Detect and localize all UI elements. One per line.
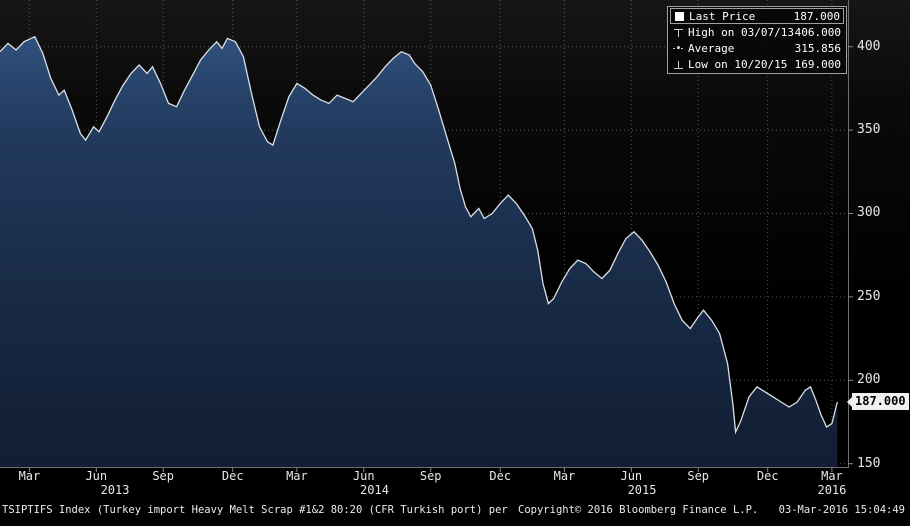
x-tick-label: Dec: [221, 469, 244, 483]
x-tick-label: Dec: [756, 469, 779, 483]
legend-value: 315.856: [794, 41, 841, 55]
year-label: 2014: [360, 483, 389, 497]
y-tick-label: 300: [857, 205, 881, 221]
y-tick-label: 150: [857, 455, 881, 471]
price-chart[interactable]: 150 200 250 300 350 400 187.000 Last Price 187…: [0, 0, 910, 472]
legend-row-last-price[interactable]: Last Price 187.000: [670, 8, 844, 24]
y-tick-label: 200: [857, 372, 881, 388]
legend-label: Average: [688, 41, 735, 55]
price-area-fill: [0, 36, 838, 467]
last-price-tag-value: 187.000: [855, 394, 906, 409]
x-tick-label: Jun: [620, 469, 643, 483]
price-line: [0, 35, 838, 435]
x-tick-label: Jun: [85, 469, 108, 483]
legend-value: 187.000: [793, 9, 840, 23]
x-axis: Mar Jun Sep Dec Mar Jun Sep Dec Mar Jun Sep Dec Mar: [0, 468, 910, 483]
x-tick-label: Sep: [152, 469, 175, 483]
chart-canvas: [0, 0, 853, 472]
y-axis: 150 200 250 300 350 400: [848, 0, 910, 471]
footer-right: Copyright© 2016 Bloomberg Finance L.P. 0…: [518, 504, 905, 516]
year-label: 2016: [817, 483, 847, 497]
legend-row-average[interactable]: Average 315.856: [670, 40, 844, 56]
high-tick-icon: [673, 27, 684, 38]
legend-label: High on 03/07/13: [688, 25, 794, 39]
x-tick-label: Mar: [553, 469, 576, 483]
legend-box: Last Price 187.000 High on 03/07/13 406.000…: [667, 6, 847, 74]
x-axis-years: 2013 2014 2015 2016: [0, 483, 910, 499]
instrument-description: TSIPTIFS Index (Turkey import Heavy Melt…: [2, 504, 508, 516]
legend-value: 406.000: [794, 25, 841, 39]
timestamp: 03-Mar-2016 15:04:49: [778, 504, 905, 516]
price-tag-arrow-icon: [847, 396, 852, 407]
x-tick-label: Mar: [18, 469, 41, 483]
x-tick-label: Mar: [286, 469, 308, 483]
year-label: 2013: [100, 483, 130, 497]
x-tick-label: Sep: [687, 469, 710, 483]
y-tick-label: 400: [857, 38, 881, 54]
x-tick-label: Mar: [821, 469, 843, 483]
x-tick-label: Jun: [352, 469, 375, 483]
legend-label: Low on 10/20/15: [688, 57, 788, 71]
low-tick-icon: [673, 59, 684, 70]
legend-label: Last Price: [689, 9, 756, 23]
legend-row-high-on-03-07-13[interactable]: High on 03/07/13 406.000: [670, 24, 844, 40]
legend-row-low-on-10-20-15[interactable]: Low on 10/20/15 169.000: [670, 56, 844, 72]
square-icon: [674, 11, 685, 22]
copyright-text: Copyright© 2016 Bloomberg Finance L.P.: [518, 504, 759, 516]
last-price-tag: 187.000: [847, 393, 909, 411]
y-tick-label: 250: [857, 288, 881, 304]
legend-value: 169.000: [794, 57, 841, 71]
axis-lines: [0, 0, 853, 472]
footer-bar: TSIPTIFS Index (Turkey import Heavy Melt…: [0, 499, 910, 526]
x-tick-label: Sep: [419, 469, 442, 483]
x-tick-label: Dec: [489, 469, 512, 483]
y-tick-label: 350: [857, 122, 881, 138]
avg-dash-icon: [673, 43, 684, 54]
year-label: 2015: [627, 483, 657, 497]
